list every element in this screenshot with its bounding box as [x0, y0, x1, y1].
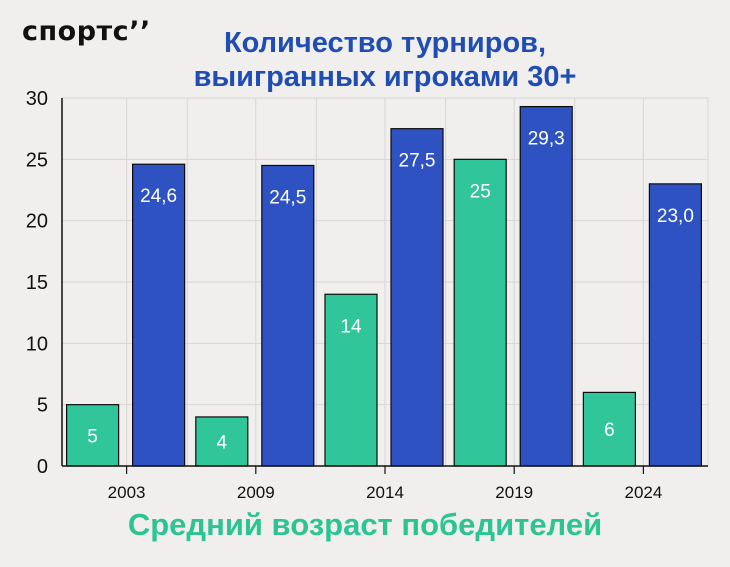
data-label: 23,0	[657, 206, 694, 227]
bar-green	[582, 391, 637, 467]
y-tick-label: 10	[26, 333, 48, 355]
data-label: 29,3	[528, 129, 565, 150]
y-tick-label: 25	[26, 149, 48, 171]
x-tick-label: 2009	[237, 483, 275, 502]
y-tick-label: 20	[26, 211, 48, 233]
y-tick-label: 5	[37, 395, 48, 417]
bar-blue	[648, 183, 703, 467]
data-label: 14	[340, 316, 362, 337]
y-tick-label: 0	[37, 456, 48, 478]
data-label: 4	[217, 432, 228, 453]
x-tick-label: 2003	[108, 483, 146, 502]
bar-green	[65, 404, 120, 467]
chart-title: Количество турниров, выигранных игроками…	[150, 26, 620, 94]
x-tick-label: 2014	[366, 483, 404, 502]
data-label: 24,6	[140, 186, 177, 207]
bar-green	[324, 293, 378, 467]
data-label: 5	[87, 426, 98, 447]
data-label: 27,5	[399, 151, 436, 172]
x-tick-label: 2019	[495, 483, 533, 502]
data-label: 24,5	[269, 187, 306, 208]
bar-blue	[261, 164, 315, 467]
chart-title-line-2: выигранных игроками 30+	[193, 61, 577, 93]
logo: спортс’’	[22, 16, 151, 47]
x-axis-label: Средний возраст победителей	[127, 507, 603, 542]
data-label: 6	[604, 420, 615, 441]
chart-title-line-1: Количество турниров,	[223, 27, 547, 59]
y-tick-label: 15	[26, 272, 48, 294]
bar-blue	[132, 163, 186, 467]
bar-blue	[519, 105, 573, 467]
y-tick-label: 30	[26, 88, 48, 110]
data-label: 25	[470, 181, 491, 202]
x-tick-label: 2024	[624, 483, 662, 502]
bar-blue	[390, 128, 444, 467]
bar-green	[453, 158, 507, 467]
